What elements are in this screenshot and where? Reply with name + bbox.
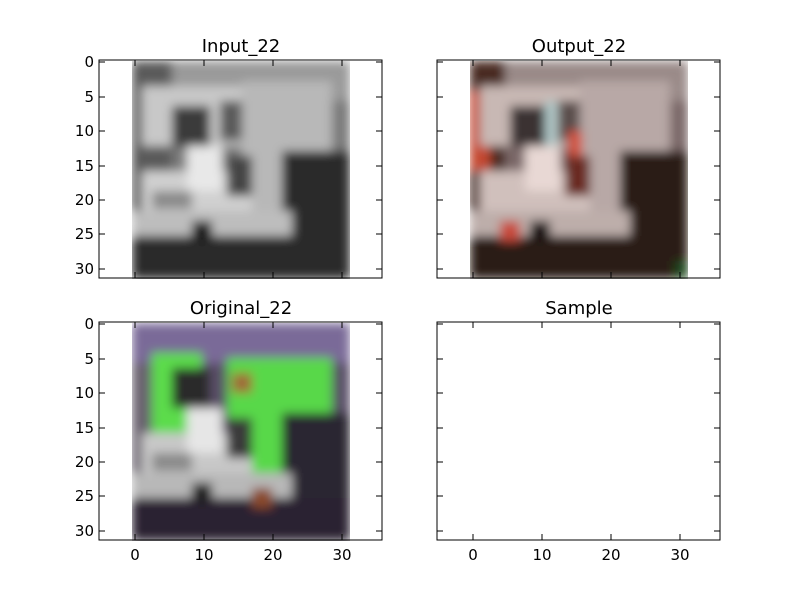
x-tick-label: 20 <box>601 546 620 564</box>
y-tick-labels: 0 5 10 15 20 25 30 <box>75 315 94 540</box>
x-tick-label: 10 <box>532 546 551 564</box>
y-tick-label: 15 <box>75 419 94 437</box>
y-tick-label: 25 <box>75 487 94 505</box>
x-tick-label: 20 <box>263 546 282 564</box>
y-ticks <box>99 323 382 532</box>
panel-title: Input_22 <box>202 36 281 57</box>
y-tick-label: 20 <box>75 453 94 471</box>
x-tick-label: 30 <box>332 546 351 564</box>
x-ticks <box>472 60 681 278</box>
y-ticks <box>437 323 720 532</box>
axes-frame <box>436 321 721 541</box>
x-tick-label: 0 <box>468 546 478 564</box>
y-tick-label: 0 <box>84 315 94 333</box>
x-ticks <box>472 322 681 540</box>
y-tick-label: 0 <box>84 53 94 71</box>
panel-original: Original_22 0 5 10 15 20 25 30 <box>75 298 383 564</box>
y-tick-label: 25 <box>75 225 94 243</box>
panel-output: Output_22 <box>436 36 721 279</box>
axes-frame <box>98 59 383 279</box>
panel-title: Sample <box>545 298 613 319</box>
x-ticks <box>134 60 343 278</box>
y-ticks <box>437 61 720 270</box>
y-tick-label: 15 <box>75 157 94 175</box>
x-tick-label: 30 <box>670 546 689 564</box>
y-tick-label: 10 <box>75 122 94 140</box>
y-tick-label: 10 <box>75 384 94 402</box>
panel-sample: Sample 0 10 20 30 <box>436 298 721 564</box>
y-tick-label: 30 <box>75 260 94 278</box>
y-tick-label: 20 <box>75 191 94 209</box>
panel-title: Original_22 <box>190 298 292 319</box>
axes-frame <box>436 59 721 279</box>
y-tick-label: 30 <box>75 522 94 540</box>
x-tick-label: 10 <box>194 546 213 564</box>
panel-input: Input_22 0 5 10 15 20 25 30 <box>75 36 383 279</box>
y-ticks <box>99 61 382 270</box>
axes-frame <box>98 321 383 541</box>
x-ticks <box>134 322 343 540</box>
x-tick-labels: 0 10 20 30 <box>468 546 689 564</box>
y-tick-labels: 0 5 10 15 20 25 30 <box>75 53 94 278</box>
panel-image <box>132 323 350 541</box>
y-tick-label: 5 <box>84 88 94 106</box>
y-tick-label: 5 <box>84 350 94 368</box>
panel-image <box>132 61 350 279</box>
x-tick-label: 0 <box>130 546 140 564</box>
panel-title: Output_22 <box>532 36 626 57</box>
x-tick-labels: 0 10 20 30 <box>130 546 351 564</box>
panel-image <box>470 61 688 279</box>
